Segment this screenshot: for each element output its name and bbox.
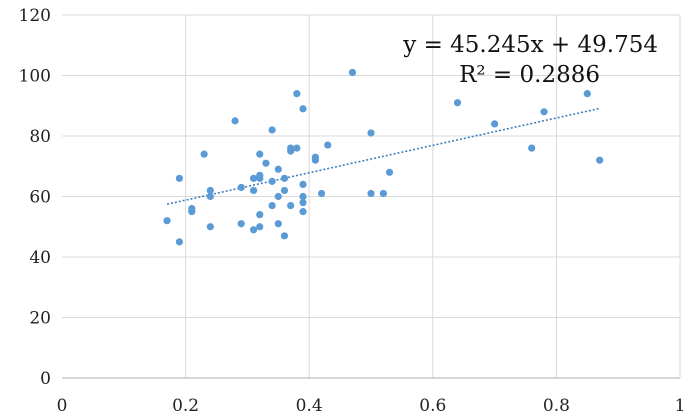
data-point-52 — [540, 108, 548, 116]
data-point-51 — [528, 144, 536, 152]
horizontal-gridlines — [62, 14, 680, 318]
data-point-39 — [299, 208, 307, 216]
x-tick-label-4: 0.8 — [543, 396, 570, 416]
x-tick-label-5: 1 — [675, 396, 686, 416]
data-point-19 — [256, 223, 264, 231]
x-tick-label-2: 0.4 — [296, 396, 323, 416]
y-tick-label-6: 120 — [19, 6, 51, 26]
data-point-5 — [200, 150, 208, 158]
data-point-46 — [367, 189, 375, 198]
data-point-15 — [256, 150, 264, 158]
data-point-25 — [274, 192, 282, 201]
data-point-49 — [453, 99, 462, 107]
y-tick-labels: 0 20 40 60 80 100 120 — [19, 6, 51, 389]
data-point-53 — [583, 90, 591, 98]
data-point-34 — [293, 144, 301, 152]
data-point-12 — [249, 186, 258, 195]
r-squared-label: R² = 0.2886 — [459, 62, 600, 88]
data-point-11 — [237, 220, 245, 228]
data-point-4 — [188, 208, 196, 216]
data-point-27 — [280, 174, 289, 182]
data-point-13 — [249, 174, 258, 182]
data-point-0 — [163, 217, 171, 225]
data-point-48 — [385, 168, 394, 176]
data-point-1 — [175, 238, 184, 246]
trendline — [166, 107, 600, 206]
data-point-35 — [299, 105, 307, 113]
y-tick-label-3: 60 — [29, 188, 51, 208]
data-point-20 — [262, 159, 270, 167]
data-point-29 — [280, 232, 289, 240]
data-point-42 — [317, 189, 326, 198]
x-tick-label-3: 0.6 — [419, 396, 446, 416]
data-point-54 — [596, 156, 604, 164]
trendline-equation: y = 45.245x + 49.754 — [402, 32, 658, 58]
data-point-50 — [491, 120, 499, 128]
data-point-41 — [311, 156, 319, 164]
y-tick-label-5: 100 — [19, 67, 51, 87]
data-point-6 — [206, 186, 214, 195]
x-tick-label-1: 0.2 — [172, 396, 199, 416]
y-tick-label-1: 20 — [29, 309, 51, 329]
data-point-33 — [293, 90, 301, 98]
data-point-36 — [299, 180, 307, 188]
data-point-45 — [367, 129, 375, 137]
data-point-17 — [256, 174, 264, 182]
data-point-44 — [348, 68, 357, 77]
data-point-7 — [206, 192, 214, 201]
data-point-47 — [379, 189, 387, 198]
data-point-2 — [175, 174, 184, 182]
data-points — [163, 68, 604, 246]
data-point-26 — [274, 220, 282, 228]
data-point-10 — [237, 183, 245, 192]
data-point-32 — [287, 201, 295, 210]
data-point-22 — [268, 177, 276, 185]
data-point-43 — [324, 141, 332, 149]
y-tick-label-0: 0 — [40, 369, 51, 389]
data-point-21 — [268, 126, 276, 134]
data-point-18 — [256, 211, 264, 219]
data-point-14 — [249, 226, 258, 234]
x-tick-labels: 0 0.2 0.4 0.6 0.8 1 — [57, 396, 686, 416]
x-tick-label-0: 0 — [57, 396, 68, 416]
data-point-38 — [299, 198, 307, 207]
data-point-23 — [268, 201, 276, 210]
y-tick-label-4: 80 — [29, 127, 51, 147]
data-point-9 — [231, 117, 239, 125]
data-point-24 — [274, 165, 282, 173]
data-point-31 — [287, 147, 295, 155]
data-point-28 — [280, 186, 289, 195]
y-tick-label-2: 40 — [29, 248, 51, 268]
data-point-8 — [206, 223, 214, 231]
data-point-37 — [299, 192, 307, 201]
